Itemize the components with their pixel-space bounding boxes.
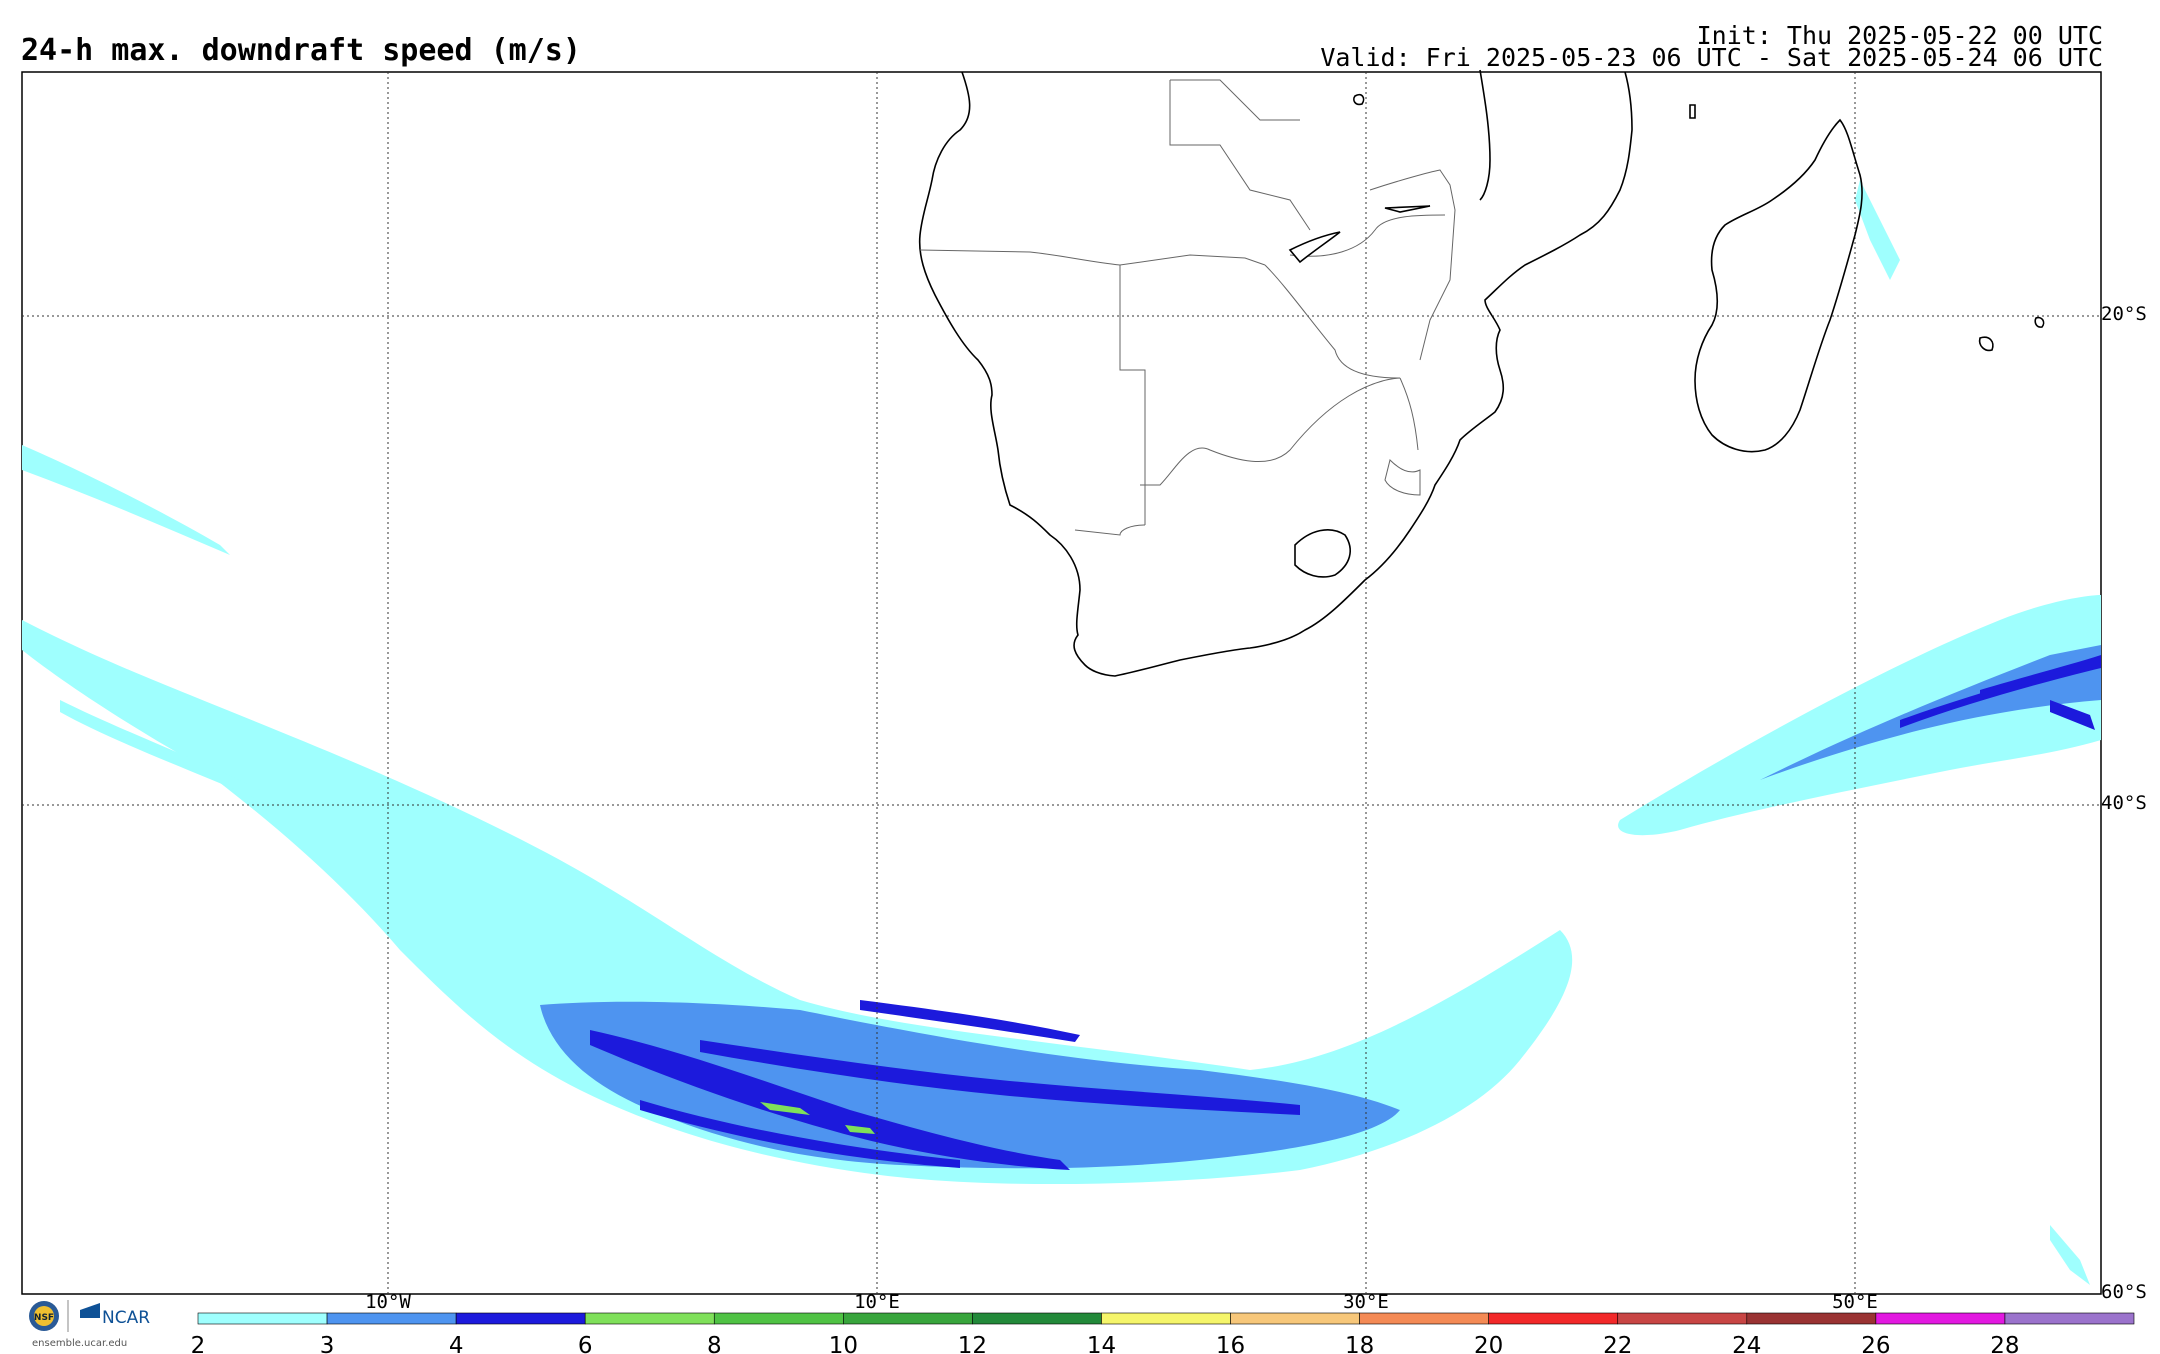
coastlines bbox=[918, 69, 1863, 677]
streaks-west bbox=[60, 700, 260, 798]
colorbar-swatch bbox=[1359, 1312, 1489, 1325]
swath-green-1 bbox=[760, 1102, 810, 1115]
colorbar-swatch bbox=[1617, 1312, 1748, 1325]
lon-label-30e: 30°E bbox=[1343, 1291, 1389, 1313]
streaks-northwest bbox=[22, 445, 230, 555]
swath-dark-streak-2 bbox=[700, 1040, 1300, 1115]
colorbar-swatch bbox=[1875, 1312, 2006, 1325]
colorbar-tick-label: 16 bbox=[1216, 1333, 1245, 1354]
colorbar-tick-label: 2 bbox=[191, 1333, 206, 1354]
lat-label-20s: 20°S bbox=[2101, 303, 2147, 325]
colorbar-tick-label: 14 bbox=[1087, 1333, 1116, 1354]
colorbar-tick-label: 12 bbox=[958, 1333, 987, 1354]
swath-dark-streak-4 bbox=[640, 1100, 960, 1168]
madagascar-coastline bbox=[1694, 118, 1863, 453]
colorbar-tick-label: 10 bbox=[829, 1333, 858, 1354]
colorbar-swatch bbox=[972, 1312, 1102, 1325]
colorbar-tick-label: 26 bbox=[1861, 1333, 1890, 1354]
colorbar-tick-label: 20 bbox=[1474, 1333, 1503, 1354]
swath-dark-east-3 bbox=[2050, 700, 2095, 730]
colorbar-swatch bbox=[455, 1312, 586, 1325]
colorbar: 2 3 4 6 8 10 12 14 16 18 20 22 24 26 28 bbox=[191, 1312, 2135, 1354]
lakes bbox=[1288, 93, 2045, 352]
colorbar-tick-label: 28 bbox=[1990, 1333, 2019, 1354]
colorbar-tick-label: 24 bbox=[1732, 1333, 1761, 1354]
ncar-logo: NSF NCAR ensemble.ucar.edu bbox=[29, 1300, 150, 1349]
swath-dark-east-1 bbox=[1900, 660, 2101, 728]
country-borders bbox=[919, 79, 1456, 536]
patch-madagascar-east bbox=[1855, 180, 1900, 280]
africa-coastline bbox=[918, 71, 1633, 677]
swath-dark-streak-1 bbox=[590, 1030, 1070, 1170]
patch-bottom-right bbox=[2050, 1225, 2090, 1285]
lesotho-border bbox=[1294, 529, 1351, 578]
colorbar-tick-label: 8 bbox=[707, 1333, 722, 1354]
swath-light-east bbox=[1618, 595, 2101, 836]
colorbar-swatch bbox=[1488, 1312, 1619, 1325]
colorbar-swatch bbox=[843, 1312, 973, 1325]
graticule bbox=[22, 72, 2101, 1294]
colorbar-swatch bbox=[197, 1312, 328, 1325]
swath-dark-streak-3 bbox=[860, 1000, 1080, 1042]
colorbar-swatch bbox=[1101, 1312, 1231, 1325]
lon-label-10e: 10°E bbox=[854, 1291, 900, 1313]
colorbar-tick-label: 6 bbox=[578, 1333, 593, 1354]
ncar-text: NCAR bbox=[102, 1308, 150, 1328]
lon-label-50e: 50°E bbox=[1832, 1291, 1878, 1313]
colorbar-swatch bbox=[1230, 1312, 1360, 1325]
swath-green-2 bbox=[845, 1125, 875, 1134]
colorbar-swatch bbox=[326, 1312, 457, 1325]
lon-label-10w: 10°W bbox=[365, 1291, 411, 1313]
colorbar-swatch bbox=[713, 1312, 844, 1325]
colorbar-tick-label: 18 bbox=[1345, 1333, 1374, 1354]
ncar-mark-icon bbox=[80, 1303, 100, 1318]
swath-dark-east-2 bbox=[1980, 655, 2101, 697]
colorbar-tick-label: 4 bbox=[449, 1333, 464, 1354]
lat-label-40s: 40°S bbox=[2101, 792, 2147, 814]
lat-label-60s: 60°S bbox=[2101, 1281, 2147, 1303]
colorbar-tick-label: 3 bbox=[320, 1333, 335, 1354]
colorbar-swatch bbox=[1746, 1312, 1877, 1325]
colorbar-swatch bbox=[2004, 1312, 2135, 1325]
colorbar-tick-label: 22 bbox=[1603, 1333, 1632, 1354]
colorbar-swatch bbox=[584, 1312, 715, 1325]
valid-time: Valid: Fri 2025-05-23 06 UTC - Sat 2025-… bbox=[1320, 43, 2103, 72]
init-time: Init: Thu 2025-05-22 00 UTC bbox=[1696, 21, 2103, 50]
lake-malawi bbox=[1479, 69, 1491, 201]
site-url: ensemble.ucar.edu bbox=[32, 1338, 127, 1349]
downdraft-field bbox=[22, 180, 2101, 1285]
nsf-text: NSF bbox=[34, 1313, 54, 1323]
map-title: 24-h max. downdraft speed (m/s) bbox=[21, 33, 581, 68]
